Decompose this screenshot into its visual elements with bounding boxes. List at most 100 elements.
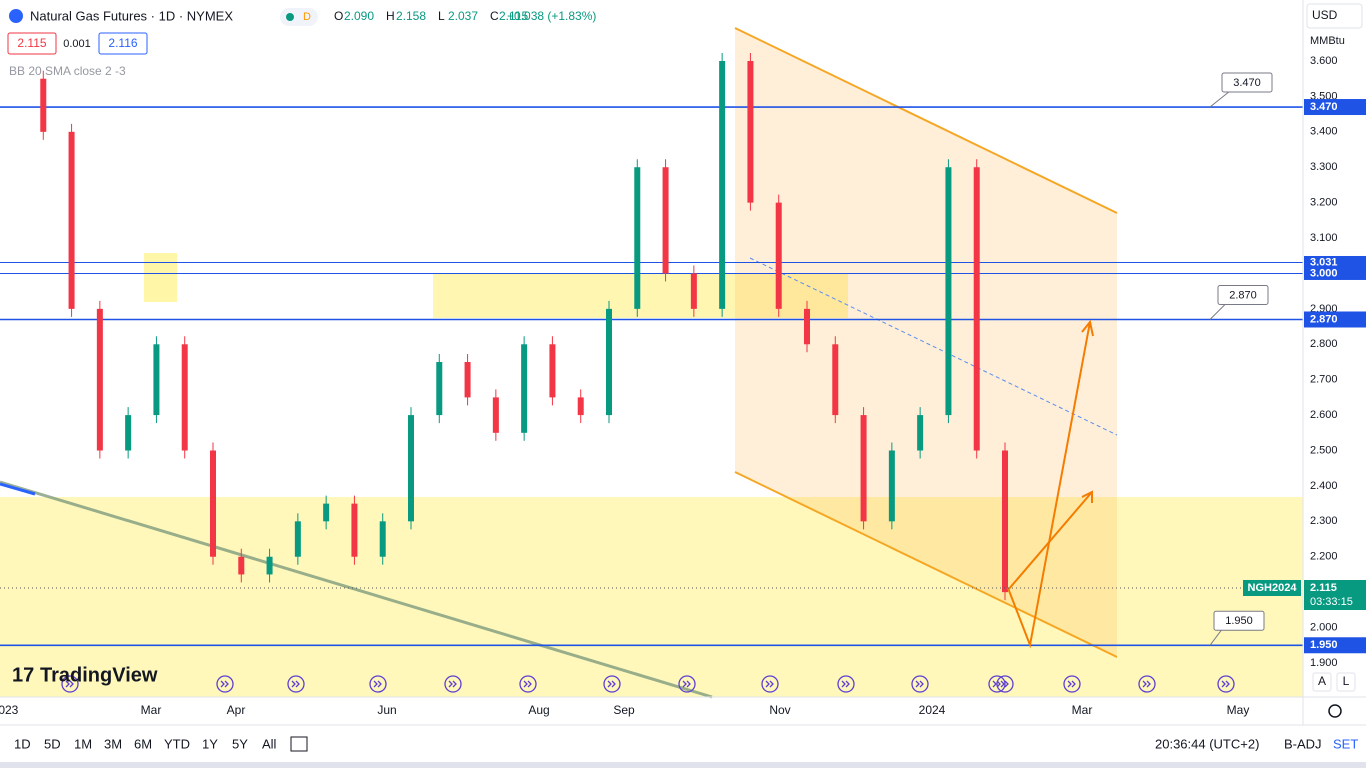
candle <box>210 450 216 557</box>
badge-bg <box>280 8 318 26</box>
candle <box>577 397 584 416</box>
event-icon-arrow <box>65 680 74 688</box>
candle <box>181 344 188 451</box>
candle <box>888 450 895 522</box>
range-button[interactable]: 5D <box>44 736 61 751</box>
event-icon[interactable] <box>61 675 79 693</box>
range-button[interactable]: All <box>262 736 277 751</box>
price-tick: 1.900 <box>1310 657 1338 669</box>
candle <box>945 167 952 416</box>
level-tag-text: 3.031 <box>1310 256 1338 268</box>
indicator[interactable]: BB 20 SMA close 2 -3 <box>9 64 126 78</box>
range-button[interactable]: 1M <box>74 736 92 751</box>
last-price: 2.115 <box>1310 582 1337 594</box>
level-tag <box>1304 266 1366 280</box>
currency-button[interactable] <box>1306 3 1363 29</box>
event-icon[interactable] <box>287 675 305 693</box>
sell-box[interactable] <box>7 32 57 55</box>
range-button[interactable]: 1Y <box>202 736 218 751</box>
event-icon[interactable] <box>444 675 462 693</box>
channel-mid <box>749 257 1118 436</box>
candle <box>690 273 697 309</box>
candle <box>521 344 528 433</box>
event-icon[interactable] <box>996 675 1014 693</box>
range-button[interactable]: 1D <box>14 736 31 751</box>
candle <box>351 503 358 557</box>
session[interactable]: SET <box>1333 736 1358 751</box>
scale-button-bg[interactable] <box>1336 672 1356 692</box>
event-icon[interactable] <box>216 675 234 693</box>
scale-button-bg[interactable] <box>1312 672 1332 692</box>
event-icon[interactable] <box>761 675 779 693</box>
range-button[interactable]: 5Y <box>232 736 248 751</box>
event-icon[interactable] <box>519 675 537 693</box>
candle <box>436 361 443 416</box>
event-icon[interactable] <box>988 675 1006 693</box>
price-tick: 2.500 <box>1310 444 1338 456</box>
time-tick: Apr <box>227 703 246 717</box>
price-tick: 2.200 <box>1310 551 1338 563</box>
buy[interactable]: 2.116 <box>108 36 137 50</box>
price-tick: 3.100 <box>1310 232 1338 244</box>
unit[interactable]: MMBtu <box>1310 35 1345 47</box>
range-button[interactable]: YTD <box>164 736 190 751</box>
callout-leader <box>1209 303 1227 320</box>
price-tick: 2.800 <box>1310 338 1338 350</box>
event-icon[interactable] <box>837 675 855 693</box>
badge: D <box>303 11 311 23</box>
candle <box>606 308 612 416</box>
candle <box>68 131 75 309</box>
event-icon[interactable] <box>369 675 387 693</box>
event-icon[interactable] <box>1138 675 1156 693</box>
spread: 0.001 <box>63 38 91 50</box>
logo-mark: 17 <box>12 664 34 686</box>
event-icon[interactable] <box>1217 675 1235 693</box>
trend-line <box>0 480 713 699</box>
candle <box>379 521 386 557</box>
price-tick: 2.700 <box>1310 374 1338 386</box>
price-tick: 3.300 <box>1310 161 1338 173</box>
candle <box>634 167 641 309</box>
time-tick: 2023 <box>0 703 19 717</box>
callout-text: 3.470 <box>1233 77 1261 89</box>
range-button[interactable]: 6M <box>134 736 152 751</box>
price-tick: 2.000 <box>1310 621 1338 633</box>
channel <box>735 28 1117 657</box>
event-icon-arrow <box>682 680 691 688</box>
candle <box>266 556 273 575</box>
ohlc-value: 2.037 <box>448 9 478 23</box>
candle <box>860 415 867 522</box>
event-icon[interactable] <box>911 675 929 693</box>
buy-box[interactable] <box>98 32 148 55</box>
event-icon[interactable] <box>678 675 696 693</box>
countdown: 03:33:15 <box>1310 596 1353 608</box>
ticker: NGH2024 <box>1248 582 1298 594</box>
ohlc-label: L <box>438 9 445 23</box>
arrow-head <box>1081 319 1094 337</box>
event-icon-arrow <box>373 680 382 688</box>
settings-icon[interactable] <box>1328 704 1342 718</box>
event-icon[interactable] <box>1063 675 1081 693</box>
candle <box>492 397 499 433</box>
symbol[interactable]: Natural Gas Futures · 1D · NYMEX <box>30 8 233 23</box>
range-button[interactable]: 3M <box>104 736 122 751</box>
callout <box>1221 72 1273 93</box>
callout-leader <box>1209 628 1223 646</box>
level-tag <box>1304 637 1366 654</box>
candle <box>662 167 669 274</box>
time-tick: 2024 <box>919 703 946 717</box>
currency[interactable]: USD <box>1312 8 1338 22</box>
price-tick: 3.600 <box>1310 55 1338 67</box>
scale-button[interactable]: L <box>1343 674 1350 688</box>
badge-dot <box>286 13 294 21</box>
candle <box>747 61 754 203</box>
level-tag <box>1304 311 1366 328</box>
calendar-icon[interactable] <box>290 736 308 752</box>
sell[interactable]: 2.115 <box>17 36 46 50</box>
time-tick: Mar <box>141 703 162 717</box>
adj[interactable]: B-ADJ <box>1284 736 1322 751</box>
event-icon[interactable] <box>603 675 621 693</box>
price-tick: 3.200 <box>1310 197 1338 209</box>
scale-button[interactable]: A <box>1318 674 1326 688</box>
